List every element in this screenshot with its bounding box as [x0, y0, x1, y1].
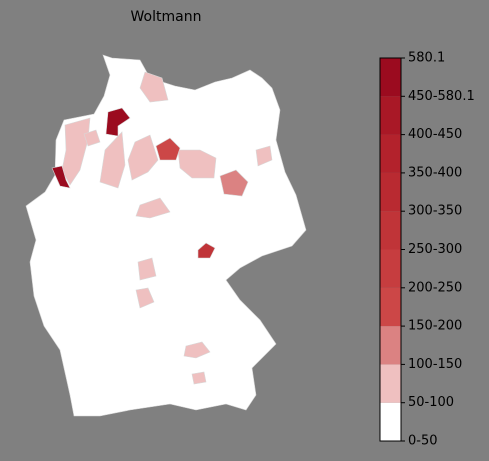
colorbar-segment	[380, 172, 401, 212]
colorbar-segment	[380, 249, 401, 288]
region	[183, 341, 211, 359]
region	[127, 134, 159, 181]
colorbar-segment	[380, 364, 401, 403]
country-outline	[25, 54, 307, 417]
colorbar-segment	[380, 287, 401, 327]
colorbar-label: 450-580.1	[408, 89, 475, 104]
region	[99, 131, 126, 189]
colorbar-label: 350-400	[408, 165, 462, 180]
map	[25, 54, 307, 417]
colorbar-segment	[380, 211, 401, 250]
colorbar-segment	[380, 134, 401, 173]
colorbar-label: 580.1	[408, 51, 445, 66]
region	[197, 242, 216, 259]
colorbar-label: 300-350	[408, 204, 462, 219]
colorbar-segment	[380, 402, 401, 441]
region	[135, 287, 155, 309]
region	[105, 107, 131, 137]
colorbar-label: 100-150	[408, 357, 462, 372]
colorbar-label: 50-100	[408, 395, 454, 410]
region	[155, 137, 181, 161]
region	[191, 371, 207, 385]
colorbar-segment	[380, 58, 401, 97]
map-title: Woltmann	[131, 9, 202, 25]
colorbar-label: 200-250	[408, 280, 462, 295]
region	[219, 169, 249, 197]
region	[83, 129, 101, 147]
region	[255, 145, 273, 167]
colorbar-label: 150-200	[408, 319, 462, 334]
colorbar-label: 0-50	[408, 434, 438, 449]
region	[139, 71, 169, 103]
region	[135, 197, 171, 219]
colorbar-segment	[380, 96, 401, 135]
region	[137, 257, 157, 281]
region	[177, 149, 217, 179]
colorbar: 0-50 50-100 100-150 150-200 200-250 250-300 30…	[379, 51, 475, 449]
colorbar-label: 250-300	[408, 242, 462, 257]
region	[61, 117, 91, 186]
colorbar-label: 400-450	[408, 127, 462, 142]
colorbar-segment	[380, 326, 401, 365]
region	[51, 165, 71, 189]
